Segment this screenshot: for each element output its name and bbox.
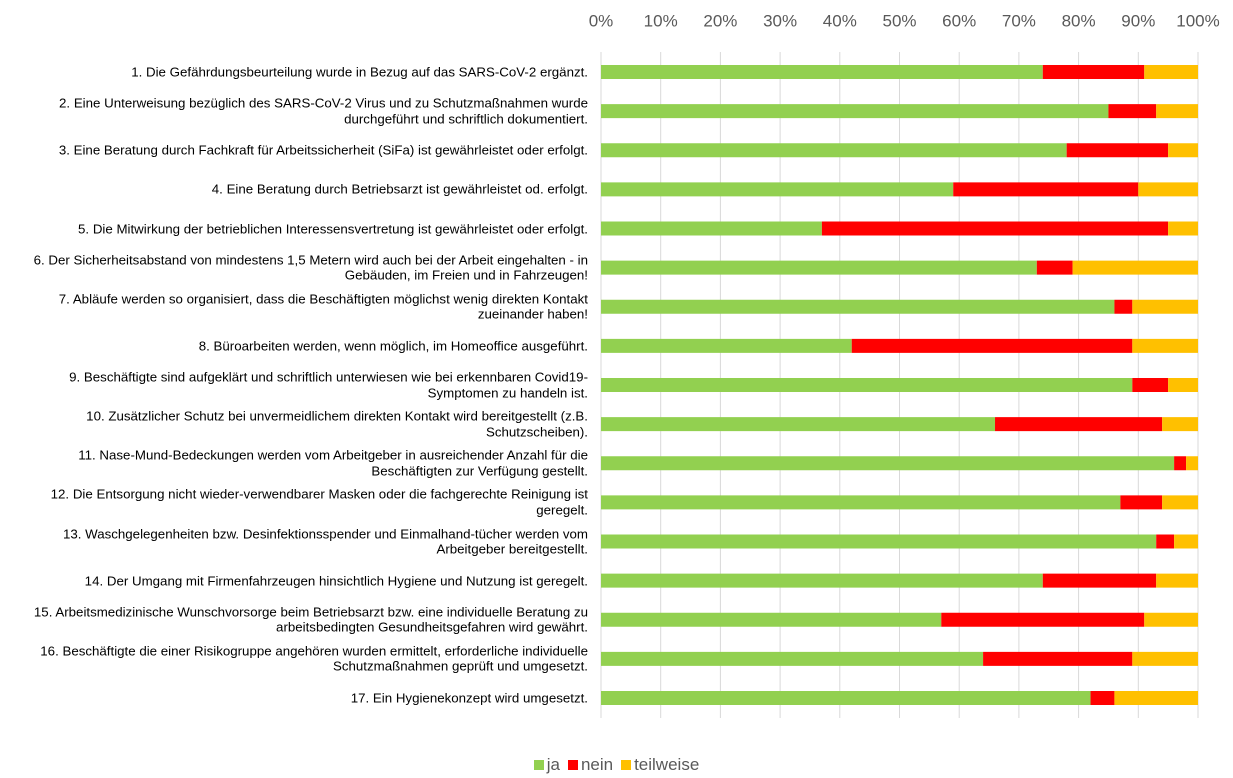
bar-segment: [1042, 573, 1157, 588]
bar-segment: [1162, 417, 1198, 432]
bar-segment: [601, 182, 954, 197]
x-tick-label: 10%: [644, 11, 678, 30]
bar-segment: [1090, 691, 1115, 705]
bar-segment: [601, 456, 1175, 471]
category-label: 4. Eine Beratung durch Betriebsarzt ist …: [211, 181, 588, 197]
legend-item: ja: [533, 755, 560, 775]
bar-segment: [601, 417, 996, 432]
category-label: 9. Beschäftigte sind aufgeklärt und schr…: [69, 369, 588, 401]
bar-segment: [601, 495, 1121, 510]
x-tick-label: 100%: [1176, 11, 1219, 30]
x-tick-label: 70%: [1002, 11, 1036, 30]
legend-swatch: [621, 760, 632, 770]
category-label: 14. Der Umgang mit Firmenfahrzeugen hins…: [84, 572, 588, 588]
x-tick-label: 30%: [763, 11, 797, 30]
category-label: 11. Nase-Mund-Bedeckungen werden vom Arb…: [78, 447, 588, 479]
bar-segment: [601, 651, 984, 666]
x-tick-label: 0%: [589, 11, 614, 30]
bar-segment: [601, 612, 942, 627]
category-label: 5. Die Mitwirkung der betrieblichen Inte…: [78, 220, 588, 236]
bar-segment: [1114, 299, 1133, 314]
category-label: 6. Der Sicherheitsabstand von mindestens…: [33, 252, 588, 283]
legend-label: ja: [546, 755, 560, 774]
bar-segment: [1168, 221, 1198, 236]
bar-segment: [1108, 104, 1157, 119]
category-label: 15. Arbeitsmedizinische Wunschvorsorge b…: [33, 604, 588, 635]
bar-segment: [821, 221, 1169, 236]
bar-segment: [1174, 534, 1198, 549]
category-label: 3. Eine Beratung durch Fachkraft für Arb…: [58, 142, 588, 158]
bar-segment: [1132, 651, 1198, 666]
category-label: 10. Zusätzlicher Schutz bei unvermeidlic…: [86, 408, 588, 440]
category-label: 12. Die Entsorgung nicht wieder-verwendb…: [50, 486, 588, 518]
bar-segment: [601, 299, 1115, 314]
bar-segment: [1144, 65, 1198, 79]
category-label: 17. Ein Hygienekonzept wird umgesetzt.: [350, 690, 588, 706]
bar-segment: [601, 338, 852, 353]
bar-segment: [1156, 573, 1198, 588]
legend-label: teilweise: [634, 755, 700, 774]
bar-segment: [1132, 299, 1198, 314]
bar-segment: [601, 573, 1043, 588]
category-label: 8. Büroarbeiten werden, wenn möglich, im…: [198, 338, 588, 354]
bar-segment: [1042, 65, 1145, 79]
category-label: 1. Die Gefährdungsbeurteilung wurde in B…: [131, 64, 588, 80]
x-tick-label: 80%: [1062, 11, 1096, 30]
bar-segment: [1066, 143, 1169, 158]
bar-segment: [601, 104, 1109, 119]
bar-segment: [1138, 182, 1198, 197]
bar-segment: [983, 651, 1133, 666]
x-tick-label: 40%: [823, 11, 857, 30]
x-tick-label: 60%: [942, 11, 976, 30]
x-tick-label: 50%: [882, 11, 916, 30]
bar-segment: [1114, 691, 1198, 705]
bar-segment: [601, 260, 1037, 275]
legend-swatch: [567, 760, 578, 770]
legend-item: teilweise: [621, 755, 699, 775]
bar-segment: [1162, 495, 1198, 510]
bar-segment: [601, 378, 1133, 392]
x-tick-label: 20%: [703, 11, 737, 30]
x-tick-label: 90%: [1121, 11, 1155, 30]
bar-segment: [1036, 260, 1073, 275]
bar-segment: [601, 65, 1043, 79]
bar-segment: [995, 417, 1163, 432]
category-label: 13. Waschgelegenheiten bzw. Desinfektion…: [62, 526, 588, 557]
bar-segment: [1168, 143, 1198, 158]
bar-segment: [1156, 534, 1175, 549]
category-label: 16. Beschäftigte die einer Risikogruppe …: [40, 643, 588, 674]
legend-item: nein: [567, 755, 614, 775]
bar-segment: [601, 143, 1067, 158]
bar-segment: [851, 338, 1133, 353]
category-label: 2. Eine Unterweisung bezüglich des SARS-…: [59, 95, 588, 127]
bar-segment: [953, 182, 1139, 197]
bar-segment: [1120, 495, 1163, 510]
legend-swatch: [533, 760, 544, 770]
bar-segment: [1186, 456, 1198, 471]
legend-label: nein: [580, 755, 614, 774]
bar-segment: [601, 534, 1157, 549]
bar-segment: [1174, 456, 1187, 471]
bar-segment: [1156, 104, 1198, 119]
bar-segment: [601, 221, 822, 236]
bar-segment: [1144, 612, 1198, 627]
bar-segment: [1132, 338, 1198, 353]
bar-segment: [941, 612, 1145, 627]
category-label: 7. Abläufe werden so organisiert, dass d…: [58, 291, 588, 322]
bar-segment: [1072, 260, 1198, 275]
bar-segment: [601, 691, 1091, 705]
bar-segment: [1132, 378, 1169, 392]
bar-segment: [1168, 378, 1198, 392]
legend: ja nein teilweise: [0, 755, 1233, 775]
